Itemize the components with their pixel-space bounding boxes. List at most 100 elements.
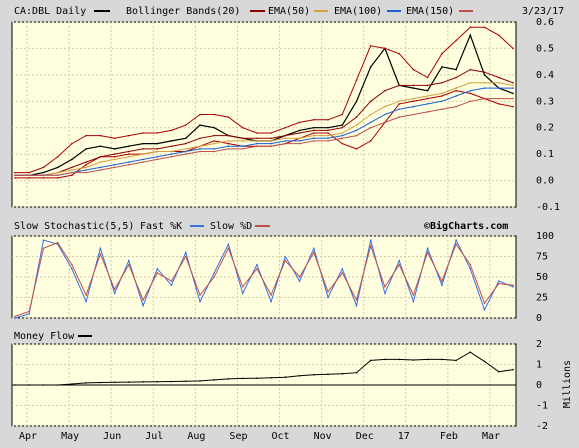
data-point <box>426 97 429 100</box>
data-point <box>284 134 287 137</box>
price-series <box>14 26 514 179</box>
data-point <box>483 71 486 73</box>
data-point <box>498 282 500 285</box>
series-line-0-3 <box>15 69 514 176</box>
data-point <box>369 359 372 362</box>
data-point <box>498 97 500 100</box>
data-point <box>85 300 87 303</box>
y-tick-label: 0.6 <box>536 17 554 28</box>
money-flow-panel: Money Flow 2 1 0 -1 -2 Millions <box>11 331 573 432</box>
y-tick-label: 0.5 <box>536 43 554 54</box>
data-point <box>355 148 358 150</box>
data-point <box>170 380 173 383</box>
data-point <box>256 145 258 147</box>
data-point <box>14 384 16 386</box>
data-point <box>455 89 457 92</box>
data-point <box>313 129 315 132</box>
data-point <box>355 304 358 307</box>
series-line-0-4 <box>15 82 514 176</box>
data-point <box>441 358 443 361</box>
data-point <box>384 121 386 124</box>
data-point <box>398 103 401 105</box>
data-point <box>412 68 415 71</box>
data-point <box>483 26 486 29</box>
data-point <box>170 140 173 142</box>
data-point <box>142 381 144 383</box>
data-point <box>170 284 173 287</box>
y-tick-label: 0.4 <box>536 70 554 81</box>
data-point <box>284 142 287 145</box>
data-point <box>498 82 500 84</box>
data-point <box>398 263 401 266</box>
data-point <box>213 142 215 145</box>
y-tick-label: 100 <box>536 231 554 242</box>
data-point <box>71 268 73 270</box>
data-point <box>113 148 116 150</box>
data-point <box>170 153 173 155</box>
data-point <box>113 292 116 295</box>
data-point <box>71 174 73 177</box>
x-tick-label: Jul <box>145 431 163 442</box>
series-line-2-0 <box>15 351 514 386</box>
data-point <box>284 259 287 262</box>
data-point <box>441 92 443 95</box>
data-point <box>469 68 472 71</box>
stochastic-grid <box>12 235 516 319</box>
data-point <box>426 247 429 250</box>
ema100-label: EMA(100) <box>334 6 382 17</box>
data-point <box>455 39 457 42</box>
data-point <box>241 126 244 129</box>
data-point <box>341 134 344 137</box>
data-point <box>184 255 187 258</box>
y-tick-label: -0.1 <box>536 202 560 213</box>
data-point <box>71 263 73 266</box>
data-point <box>469 89 472 92</box>
data-point <box>71 142 73 145</box>
data-point <box>369 66 372 68</box>
data-point <box>213 150 215 153</box>
y-tick-label: 0 <box>536 313 542 324</box>
data-point <box>284 126 287 129</box>
data-point <box>512 286 514 288</box>
price-panel-frame <box>11 21 517 208</box>
x-tick-label: Feb <box>440 431 458 442</box>
data-point <box>42 177 45 179</box>
data-point <box>199 137 201 140</box>
data-point <box>270 294 272 296</box>
data-point <box>469 82 472 84</box>
data-point <box>241 137 244 140</box>
data-point <box>412 359 415 361</box>
data-point <box>71 169 73 171</box>
x-tick-label: Oct <box>272 431 290 442</box>
data-point <box>512 284 514 287</box>
data-point <box>384 89 386 92</box>
data-point <box>512 92 514 95</box>
data-point <box>355 100 358 103</box>
data-point <box>128 134 130 137</box>
data-point <box>369 113 372 116</box>
data-point <box>398 52 401 55</box>
data-point <box>156 132 159 134</box>
data-point <box>28 171 31 174</box>
data-point <box>355 371 358 374</box>
data-point <box>327 291 329 293</box>
data-point <box>241 377 244 380</box>
data-point <box>369 100 372 103</box>
data-point <box>256 142 258 145</box>
data-point <box>327 129 329 132</box>
data-point <box>298 375 301 377</box>
x-tick-label: 17 <box>398 431 410 442</box>
data-point <box>298 142 301 145</box>
data-point <box>156 380 159 383</box>
y-tick-label: 0.3 <box>536 96 554 107</box>
data-point <box>56 384 59 386</box>
data-point <box>455 87 457 89</box>
data-point <box>199 148 201 150</box>
data-point <box>327 134 329 137</box>
data-point <box>184 380 187 383</box>
data-point <box>483 82 486 84</box>
data-point <box>270 145 272 147</box>
data-point <box>284 376 287 379</box>
